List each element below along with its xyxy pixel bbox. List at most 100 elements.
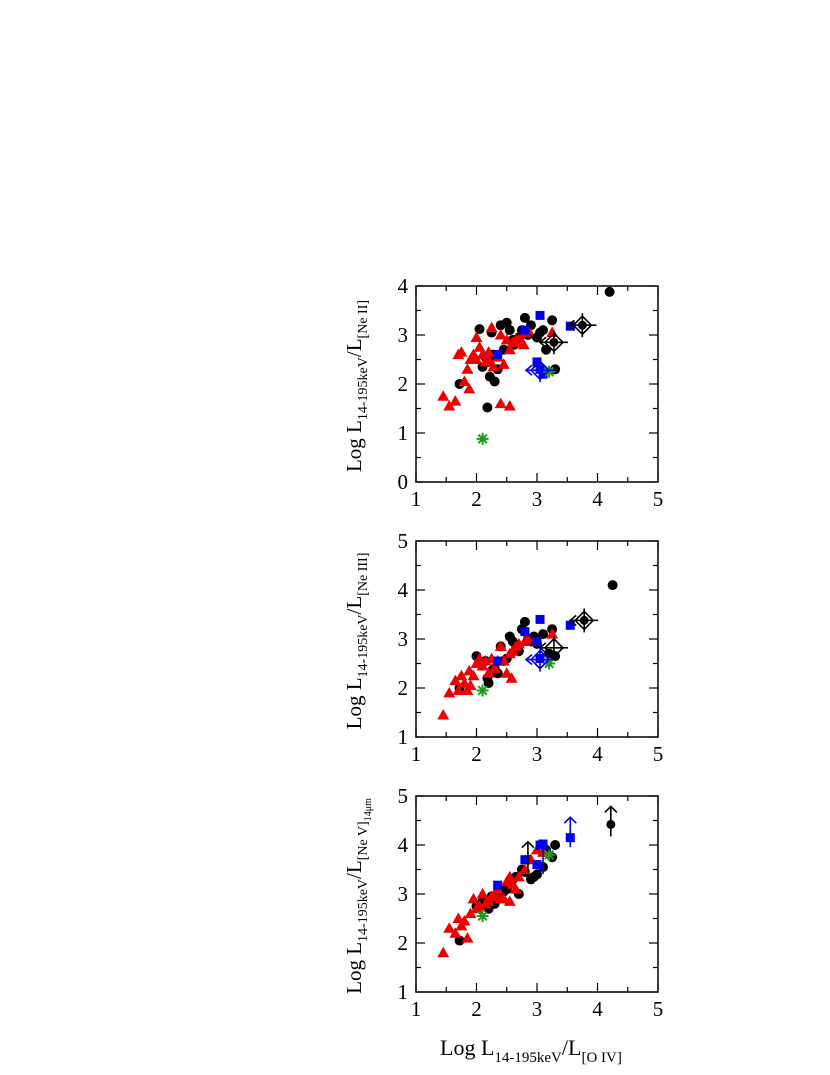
- panel-bottom: 1 2 3 4 5 1 2 3 4 5 Log L14-195keV/L[Ne V]14μm: [342, 784, 663, 1021]
- point-circle: [550, 840, 561, 850]
- point-circle: [528, 871, 539, 882]
- series-triangle: [437, 628, 559, 720]
- x-tick-label: 3: [532, 997, 543, 1021]
- series-star: [476, 848, 556, 923]
- x-tick-label: 1: [411, 487, 422, 511]
- point-triangle: [503, 343, 516, 355]
- y-tick-label: 1: [398, 980, 409, 1004]
- y-tick-label: 5: [398, 784, 409, 808]
- x-tick-label: 1: [411, 742, 422, 766]
- y-tick-label: 5: [398, 529, 409, 553]
- point-square: [532, 636, 542, 646]
- point-star: [476, 910, 489, 923]
- point-square: [532, 860, 542, 870]
- limit-arrowhead: [536, 843, 550, 851]
- point-triangle: [463, 382, 476, 394]
- point-circle: [607, 580, 618, 591]
- x-tick-label: 5: [653, 742, 664, 766]
- point-star: [543, 365, 556, 378]
- point-triangle: [461, 932, 474, 943]
- y-axis-label: Log L14-195keV/L[Ne II]: [342, 300, 371, 472]
- point-star: [476, 432, 489, 445]
- point-triangle: [437, 390, 450, 401]
- limit-arrowhead: [521, 840, 535, 849]
- point-triangle: [449, 927, 462, 938]
- y-tick-label: 2: [398, 931, 409, 955]
- y-tick-label: 3: [398, 627, 409, 651]
- point-triangle: [461, 363, 474, 374]
- limit-arrowhead: [604, 805, 618, 813]
- point-square: [520, 627, 530, 637]
- series-star: [476, 365, 556, 445]
- point-triangle: [443, 922, 456, 933]
- point-circle: [454, 935, 465, 946]
- y-tick-label: 3: [398, 323, 409, 347]
- point-triangle: [488, 662, 501, 673]
- point-triangle: [500, 333, 513, 345]
- x-tick-label: 4: [592, 997, 603, 1021]
- point-triangle: [509, 640, 522, 651]
- y-axis-label: Log L14-195keV/L[Ne III]: [342, 553, 371, 730]
- point-triangle: [470, 331, 483, 342]
- point-square: [538, 369, 548, 379]
- limit-point: [579, 615, 589, 625]
- limit-arrowhead: [567, 319, 575, 331]
- point-circle: [538, 325, 549, 336]
- limit-marker: [524, 647, 555, 672]
- y-tick-label: 4: [398, 274, 409, 298]
- point-triangle: [494, 329, 507, 340]
- point-triangle: [494, 892, 507, 904]
- point-circle: [519, 616, 530, 627]
- point-circle: [504, 325, 515, 336]
- point-square: [520, 325, 530, 335]
- point-triangle: [512, 870, 525, 882]
- point-triangle: [517, 338, 530, 350]
- point-triangle: [473, 341, 486, 352]
- point-triangle: [494, 640, 507, 651]
- point-triangle: [452, 684, 465, 695]
- point-triangle: [487, 360, 500, 372]
- point-circle: [547, 315, 558, 326]
- point-square: [535, 614, 545, 624]
- point-star: [543, 848, 556, 861]
- point-triangle: [476, 888, 489, 899]
- plot-frame: [415, 795, 659, 993]
- y-tick-label: 1: [398, 421, 409, 445]
- limit-marker: [604, 805, 618, 837]
- limit-marker: [563, 816, 577, 848]
- point-triangle: [449, 395, 462, 406]
- limit-marker: [521, 840, 535, 872]
- point-triangle: [482, 353, 495, 364]
- y-tick-label: 4: [398, 833, 409, 857]
- point-triangle: [443, 686, 456, 698]
- point-triangle: [497, 358, 510, 369]
- point-triangle: [463, 664, 476, 676]
- point-square: [493, 656, 503, 666]
- point-triangle: [458, 914, 471, 926]
- limit-marker: [567, 313, 597, 338]
- series-triangle: [437, 843, 550, 958]
- panel-middle: 1 2 3 4 5 1 2 3 4 5 Log L14-195keV/L[Ne III]: [342, 529, 663, 766]
- y-tick-label: 1: [398, 725, 409, 749]
- point-triangle: [482, 667, 495, 678]
- point-triangle: [505, 672, 518, 683]
- point-triangle: [464, 907, 477, 919]
- x-tick-label: 4: [592, 742, 603, 766]
- x-tick-label: 2: [471, 997, 482, 1021]
- y-tick-label: 2: [398, 372, 409, 396]
- point-circle: [541, 344, 552, 355]
- point-square: [520, 855, 530, 865]
- limit-arrowhead: [538, 336, 547, 348]
- limit-marker: [568, 608, 599, 633]
- point-triangle: [458, 375, 471, 387]
- point-triangle: [479, 897, 492, 909]
- point-triangle: [443, 400, 456, 411]
- point-square: [535, 310, 545, 320]
- point-triangle: [482, 346, 495, 357]
- point-square: [493, 880, 503, 890]
- point-triangle: [449, 674, 462, 686]
- y-axis-label: Log L14-195keV/L[Ne V]14μm: [342, 798, 374, 994]
- point-triangle: [473, 652, 486, 664]
- point-triangle: [509, 333, 522, 345]
